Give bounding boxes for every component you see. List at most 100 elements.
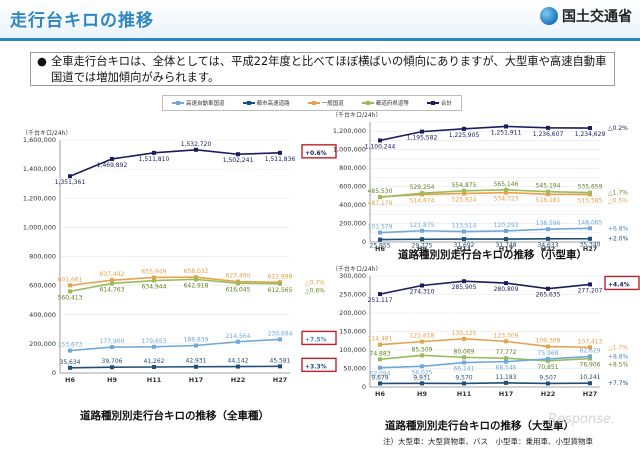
x-tick-label: H6 [375, 245, 385, 253]
legend-item: 高速自動車国道 [172, 99, 225, 107]
data-label: 9,507 [539, 374, 556, 381]
change-percent-label: +2.0% [608, 236, 629, 243]
series-line [379, 191, 591, 198]
data-label: 9,570 [455, 374, 472, 381]
change-highlight-box [301, 330, 337, 346]
data-label: 35,340 [580, 242, 601, 249]
data-label: 76,906 [580, 362, 601, 369]
summary-bullet: ● [37, 55, 47, 68]
y-tick-label: 150,000 [339, 328, 366, 336]
x-tick-label: H17 [499, 390, 514, 398]
y-tick-label: 1,200,000 [333, 127, 366, 135]
data-label: 230,694 [268, 330, 293, 337]
data-label: 9,679 [371, 374, 388, 381]
data-label: 642,918 [184, 282, 209, 289]
y-tick-label: 400,000 [339, 201, 366, 209]
legend-item: 合計 [426, 99, 452, 107]
data-label: 487,179 [368, 200, 393, 207]
data-point [462, 360, 466, 365]
y-tick-label: 250,000 [339, 291, 366, 299]
x-tick-label: H11 [457, 245, 472, 253]
data-label: 658,032 [184, 268, 209, 275]
data-point [236, 152, 240, 157]
data-point [68, 289, 72, 294]
data-point [278, 150, 282, 155]
data-point [588, 226, 592, 231]
legend-swatch [307, 100, 320, 105]
data-point [420, 129, 424, 134]
data-point [68, 283, 72, 288]
data-point [546, 381, 550, 386]
data-label: 113,514 [452, 223, 477, 230]
data-point [588, 345, 592, 350]
change-percent-label: △0.6% [305, 287, 325, 294]
data-label: 153,673 [58, 342, 83, 349]
data-label: 80,069 [454, 348, 475, 355]
change-percent-label: +8.5% [608, 361, 629, 368]
data-label: 121,875 [410, 222, 435, 229]
data-label: 274,310 [410, 289, 435, 296]
data-point [152, 150, 156, 155]
data-label: 31,692 [454, 242, 475, 249]
data-point [462, 188, 466, 193]
data-point [420, 381, 424, 386]
change-percent-label: +0.6% [305, 150, 327, 157]
series-line [69, 148, 281, 177]
caption-large-vehicles: 道路種別別走行台キロの推移（大型車） [385, 420, 574, 432]
y-tick-label: 0 [362, 383, 366, 391]
y-tick-label: 200,000 [339, 309, 366, 317]
data-label: 44,142 [228, 358, 249, 365]
data-label: 45,581 [270, 357, 291, 364]
y-tick-label: 600,000 [339, 183, 366, 191]
change-percent-label: +7.5% [305, 336, 327, 343]
x-tick-label: H27 [583, 390, 598, 398]
data-point [504, 124, 508, 129]
change-percent-label: +8.8% [608, 353, 629, 360]
data-point [504, 380, 508, 385]
agency-logo: 国土交通省 [540, 6, 632, 26]
legend-label: 都市高速道路 [256, 101, 290, 107]
series-line [379, 382, 591, 385]
data-point [378, 357, 382, 362]
data-point [110, 156, 114, 161]
data-point [420, 339, 424, 344]
data-point [378, 237, 382, 242]
data-label: 1,511,810 [139, 156, 170, 163]
data-point [420, 353, 424, 358]
data-point [68, 174, 72, 179]
data-label: 277,207 [578, 287, 603, 294]
data-label: 56,025 [412, 369, 433, 376]
mlit-logo-icon [540, 7, 558, 25]
data-label: 74,883 [370, 350, 391, 357]
y-tick-label: 800,000 [339, 164, 366, 172]
data-point [546, 356, 550, 361]
data-point [462, 229, 466, 234]
data-point [194, 277, 198, 282]
y-tick-label: 300,000 [339, 272, 366, 280]
data-label: 1,511,836 [265, 156, 296, 163]
series-line [69, 276, 281, 287]
y-tick-label: 400,000 [29, 311, 56, 319]
data-point [110, 281, 114, 286]
data-label: 138,596 [536, 220, 561, 227]
series-line [379, 237, 591, 241]
data-point [504, 190, 508, 195]
data-label: 42,931 [186, 358, 207, 365]
data-label: 68,546 [496, 365, 517, 372]
x-tick-label: H6 [65, 376, 75, 384]
x-tick-label: H17 [189, 376, 204, 384]
summary-text: 全車走行台キロは、全体としては、平成22年度と比べてほぼ横ばいの傾向にありますが… [51, 55, 607, 84]
x-tick-label: H27 [273, 376, 288, 384]
data-point [278, 364, 282, 369]
data-label: 614,763 [100, 286, 125, 293]
watermark: Response. [548, 412, 616, 427]
series-line [69, 338, 281, 352]
data-point [110, 345, 114, 350]
data-label: 39,706 [102, 358, 123, 365]
data-label: 1,195,582 [407, 135, 438, 142]
data-point [588, 282, 592, 287]
data-label: 52,094 [370, 371, 391, 378]
data-point [588, 126, 592, 131]
data-label: 148,065 [578, 219, 603, 226]
x-tick-label: H22 [541, 245, 556, 253]
